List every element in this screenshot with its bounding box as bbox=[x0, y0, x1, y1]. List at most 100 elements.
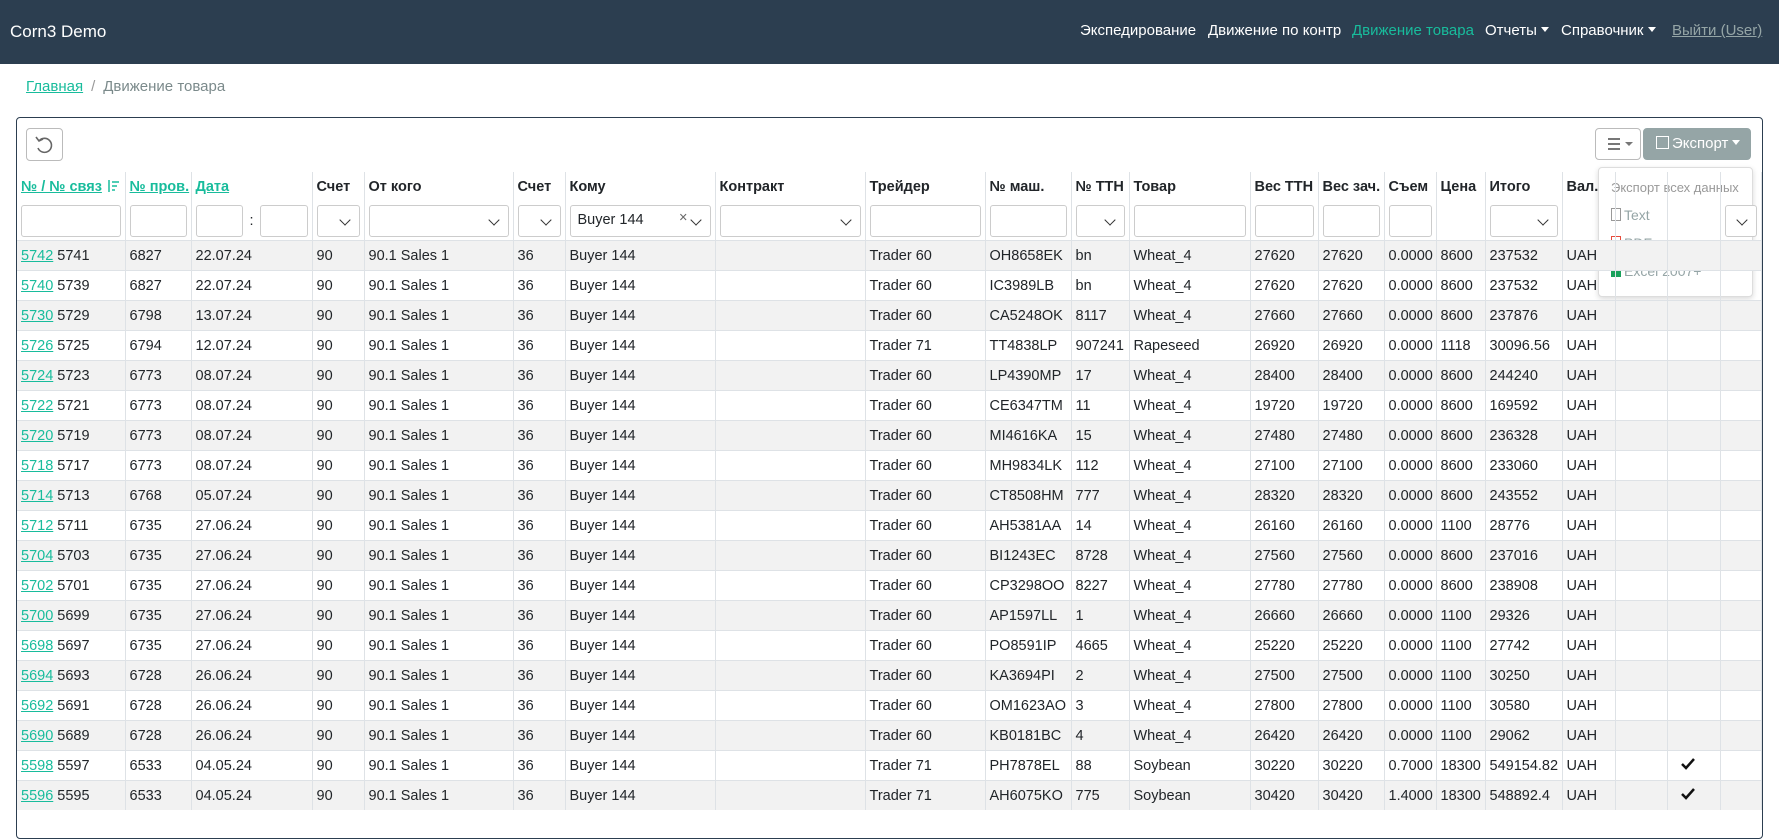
date-from[interactable] bbox=[196, 205, 244, 237]
cell bbox=[1720, 631, 1761, 661]
cell-text: 90 bbox=[317, 728, 333, 744]
filter-select[interactable] bbox=[369, 205, 509, 237]
row-id-link[interactable]: 5722 bbox=[21, 398, 53, 414]
row-id-link[interactable]: 5698 bbox=[21, 638, 53, 654]
filter-select[interactable] bbox=[1725, 205, 1757, 237]
header-label[interactable]: № / № связ bbox=[21, 179, 102, 195]
header-cell bbox=[1667, 172, 1720, 202]
row-id-link[interactable]: 5720 bbox=[21, 428, 53, 444]
cell-text: bn bbox=[1076, 278, 1092, 294]
cell-text: CA5248OK bbox=[990, 308, 1063, 324]
cell-text: BI1243EC bbox=[990, 548, 1056, 564]
cell: 19720 bbox=[1250, 391, 1318, 421]
row-id-link[interactable]: 5712 bbox=[21, 518, 53, 534]
filter-select[interactable] bbox=[317, 205, 360, 237]
filter-input[interactable] bbox=[1323, 205, 1380, 237]
nav-link[interactable]: Движение товара bbox=[1352, 22, 1474, 39]
row-id-link[interactable]: 5730 bbox=[21, 308, 53, 324]
row-id-link[interactable]: 5726 bbox=[21, 338, 53, 354]
cell: 1.4000 bbox=[1384, 781, 1436, 811]
filter-select[interactable] bbox=[1490, 205, 1558, 237]
row-id-link[interactable]: 5714 bbox=[21, 488, 53, 504]
export-button[interactable]: Экспорт bbox=[1643, 128, 1751, 160]
cell-text: 90 bbox=[317, 458, 333, 474]
cell-text: 27480 bbox=[1323, 428, 1363, 444]
filter-input[interactable] bbox=[1255, 205, 1314, 237]
cell: 6827 bbox=[125, 271, 191, 301]
cell: BI1243EC bbox=[985, 541, 1071, 571]
data-row: 5704 5703673527.06.249090.1 Sales 136Buy… bbox=[17, 541, 1761, 571]
filter-input[interactable] bbox=[990, 205, 1067, 237]
row-id-link[interactable]: 5596 bbox=[21, 788, 53, 804]
cell-text: Buyer 144 bbox=[570, 428, 636, 444]
filter-input[interactable] bbox=[1134, 205, 1246, 237]
cell-text: 6728 bbox=[130, 698, 162, 714]
breadcrumb-home[interactable]: Главная bbox=[26, 78, 83, 95]
cell: 26420 bbox=[1250, 721, 1318, 751]
cell: 26920 bbox=[1318, 331, 1384, 361]
filter-select[interactable] bbox=[1076, 205, 1125, 237]
row-id-link[interactable]: 5690 bbox=[21, 728, 53, 744]
cell: 8600 bbox=[1436, 391, 1485, 421]
cell-text: 36 bbox=[518, 428, 534, 444]
row-id-link[interactable]: 5704 bbox=[21, 548, 53, 564]
row-id-link[interactable]: 5694 bbox=[21, 668, 53, 684]
cell bbox=[1720, 721, 1761, 751]
cell bbox=[715, 781, 865, 811]
header-label[interactable]: № пров. bbox=[130, 179, 190, 195]
cell-text: PO8591IP bbox=[990, 638, 1057, 654]
cell: Wheat_4 bbox=[1129, 421, 1250, 451]
date-to[interactable] bbox=[260, 205, 308, 237]
row-id-link[interactable]: 5740 bbox=[21, 278, 53, 294]
row-id-link[interactable]: 5724 bbox=[21, 368, 53, 384]
row-id-link[interactable]: 5742 bbox=[21, 248, 53, 264]
cell-text: Buyer 144 bbox=[570, 398, 636, 414]
cell: Wheat_4 bbox=[1129, 301, 1250, 331]
cell: bn bbox=[1071, 271, 1129, 301]
filter-input[interactable] bbox=[21, 205, 121, 237]
sort-icon[interactable] bbox=[106, 179, 120, 193]
columns-button[interactable] bbox=[1595, 128, 1641, 160]
cell: 6735 bbox=[125, 541, 191, 571]
cell: 90.1 Sales 1 bbox=[364, 241, 513, 271]
cell-text: 36 bbox=[518, 698, 534, 714]
filter-input[interactable] bbox=[870, 205, 981, 237]
cell: 19720 bbox=[1318, 391, 1384, 421]
row-id-link[interactable]: 5692 bbox=[21, 698, 53, 714]
row-id-link[interactable]: 5598 bbox=[21, 758, 53, 774]
header-label[interactable]: Дата bbox=[196, 179, 230, 195]
nav-link[interactable]: Экспедирование bbox=[1080, 22, 1196, 39]
cell-text: 90.1 Sales 1 bbox=[369, 518, 450, 534]
row-id-link[interactable]: 5700 bbox=[21, 608, 53, 624]
filter-cell bbox=[1667, 202, 1720, 241]
cell: PO8591IP bbox=[985, 631, 1071, 661]
nav-link[interactable]: Отчеты bbox=[1485, 22, 1549, 39]
cell bbox=[1720, 361, 1761, 391]
cell-text: 90 bbox=[317, 608, 333, 624]
nav-link[interactable]: Движение по контр bbox=[1208, 22, 1341, 39]
filter-select[interactable] bbox=[720, 205, 861, 237]
header-cell: Цена bbox=[1436, 172, 1485, 202]
cell: 36 bbox=[513, 631, 565, 661]
export-label: Экспорт bbox=[1672, 135, 1728, 152]
cell-text: 4665 bbox=[1076, 638, 1108, 654]
nav-link[interactable]: Справочник bbox=[1561, 22, 1656, 39]
cell bbox=[1720, 541, 1761, 571]
cell-text: AP1597LL bbox=[990, 608, 1058, 624]
row-id-link[interactable]: 5702 bbox=[21, 578, 53, 594]
filter-input[interactable] bbox=[130, 205, 187, 237]
cell: 0.0000 bbox=[1384, 421, 1436, 451]
cell-text: CE6347TM bbox=[990, 398, 1063, 414]
cell: 22.07.24 bbox=[191, 241, 312, 271]
cell: AP1597LL bbox=[985, 601, 1071, 631]
header-cell: Вал. bbox=[1562, 172, 1615, 202]
filter-select[interactable]: Buyer 144× bbox=[570, 205, 711, 237]
filter-input[interactable] bbox=[1389, 205, 1432, 237]
cell: 8600 bbox=[1436, 241, 1485, 271]
reset-button[interactable] bbox=[26, 128, 63, 161]
cell-text: 90 bbox=[317, 638, 333, 654]
cell-text: 8600 bbox=[1441, 488, 1473, 504]
row-id-link[interactable]: 5718 bbox=[21, 458, 53, 474]
filter-select[interactable] bbox=[518, 205, 561, 237]
logout-link[interactable]: Выйти (User) bbox=[1672, 22, 1762, 39]
